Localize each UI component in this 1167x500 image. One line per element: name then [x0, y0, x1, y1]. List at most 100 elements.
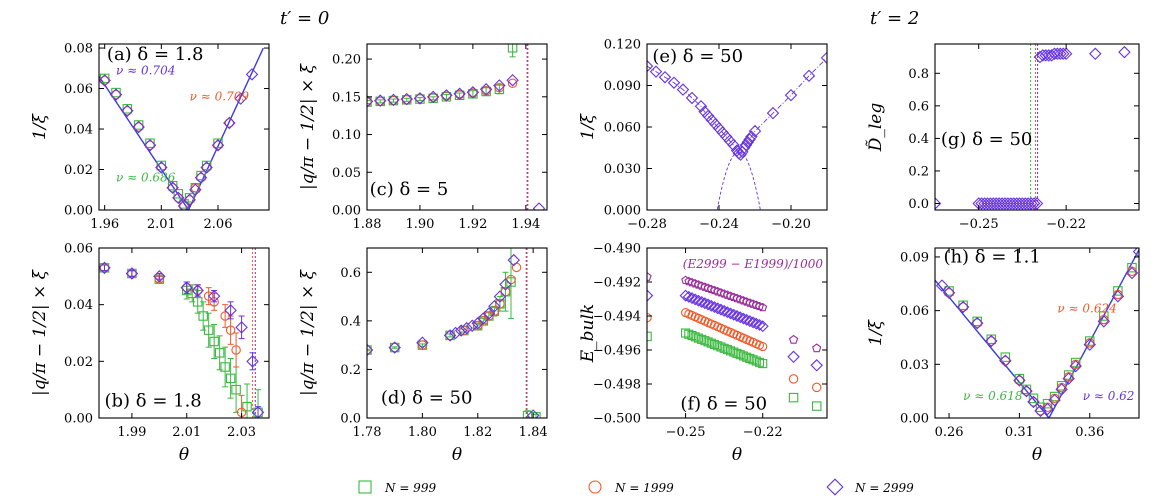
data-point [1097, 315, 1111, 328]
y-tick-label: 0.8 [908, 67, 929, 82]
x-tick-label: 1.88 [353, 217, 382, 232]
y-tick-label: 0.030 [604, 162, 641, 177]
data-point [231, 384, 241, 395]
series-n-1999 [647, 308, 822, 393]
series-n-2999 [99, 261, 265, 418]
y-tick-label: −0.494 [593, 310, 641, 325]
data-point [716, 342, 726, 352]
data-point [143, 138, 157, 152]
data-point [479, 83, 493, 96]
y-tick-label: −0.498 [593, 378, 641, 393]
data-point [748, 355, 758, 365]
series-n-2999 [367, 73, 546, 210]
data-point [209, 336, 219, 347]
data-point [526, 409, 540, 418]
y-tick-label: 0.2 [340, 363, 361, 378]
data-point [734, 311, 747, 324]
data-point [224, 118, 235, 128]
y-tick-label: 0.090 [604, 79, 641, 94]
data-point [506, 277, 516, 287]
data-point [1028, 393, 1039, 404]
data-point [1056, 47, 1070, 61]
y-tick-label: 0.4 [908, 132, 929, 147]
data-point [690, 332, 700, 342]
data-point [99, 263, 110, 273]
panel-label: (h) δ = 1.1 [943, 246, 1040, 267]
x-tick-label: −0.25 [666, 425, 706, 440]
x-tick-label: 1.80 [408, 425, 437, 440]
data-point [507, 78, 518, 88]
panel-f: −0.25 −0.22 −0.500 −0.498 −0.496 −0.494 −0.492… [578, 242, 828, 465]
data-point [1022, 197, 1035, 210]
series-n-2999 [647, 51, 827, 161]
data-point [1007, 197, 1020, 210]
data-point [958, 302, 968, 312]
data-point [981, 197, 994, 210]
data-point [1111, 290, 1125, 303]
data-point [985, 334, 998, 348]
data-point [743, 315, 756, 328]
y-tick-label: 0.02 [64, 355, 93, 370]
data-point [1027, 395, 1040, 409]
y-tick-label: −0.492 [593, 276, 641, 291]
data-point [499, 278, 512, 291]
panel-label: (e) δ = 50 [652, 46, 743, 67]
plot-area [99, 248, 265, 418]
data-point [732, 348, 742, 358]
y-tick-label: 0.06 [64, 82, 93, 97]
data-point [201, 162, 212, 173]
panel-label: (f) δ = 50 [680, 394, 767, 415]
data-point [454, 324, 468, 337]
x-axis-label: θ [1032, 445, 1042, 465]
legend-label: N = 2999 [854, 481, 914, 495]
legend: N = 999 N = 1999 N = 2999 [358, 478, 914, 496]
data-point [1127, 262, 1137, 273]
data-point [735, 350, 745, 360]
y-tick-label: 0.4 [340, 314, 361, 329]
data-point [788, 392, 799, 403]
y-tick-label: 0.03 [900, 358, 929, 373]
data-point [820, 51, 827, 65]
y-tick-label: 0.09 [900, 250, 929, 265]
panel-c: 1.88 1.90 1.92 1.94 0.00 0.05 0.10 0.15 0.20 (c) … [298, 43, 548, 232]
data-point [1016, 197, 1029, 210]
x-axis-label: θ [452, 445, 462, 465]
data-point [445, 330, 455, 341]
data-point [132, 120, 145, 134]
data-point [692, 294, 705, 307]
x-tick-label: −0.28 [627, 217, 667, 232]
panel-label: (a) δ = 1.8 [107, 44, 204, 65]
y-tick-label: 0.2 [908, 164, 929, 179]
data-point [231, 345, 241, 355]
x-tick-label: 2.01 [172, 425, 201, 440]
data-point [742, 352, 752, 362]
data-point [1028, 397, 1039, 407]
nu-annotation: ν ≈ 0.709 [190, 90, 250, 104]
data-point [766, 106, 780, 120]
y-tick-label: 0.00 [64, 412, 93, 427]
data-point [709, 339, 720, 350]
data-point [944, 287, 954, 298]
data-point [738, 351, 748, 361]
data-point [731, 310, 743, 322]
plot-area [935, 248, 1139, 418]
axes-frame [646, 43, 828, 211]
data-point [1132, 248, 1139, 258]
data-point [224, 304, 237, 317]
data-point [1083, 338, 1096, 351]
data-point [727, 138, 740, 152]
data-point [99, 261, 111, 275]
data-point [482, 307, 496, 320]
header-left: t′ = 0 [280, 8, 329, 29]
data-point [1000, 352, 1011, 362]
data-point [695, 295, 708, 308]
data-point [183, 193, 196, 207]
y-tick-label: 0.060 [604, 121, 641, 136]
data-point [706, 338, 716, 348]
data-point [1013, 197, 1026, 210]
data-point [812, 343, 822, 353]
x-tick-label: 2.06 [204, 217, 233, 232]
data-point [145, 140, 155, 150]
y-axis-label: 1/ξ [866, 318, 886, 346]
y-tick-label: −0.496 [593, 344, 641, 359]
